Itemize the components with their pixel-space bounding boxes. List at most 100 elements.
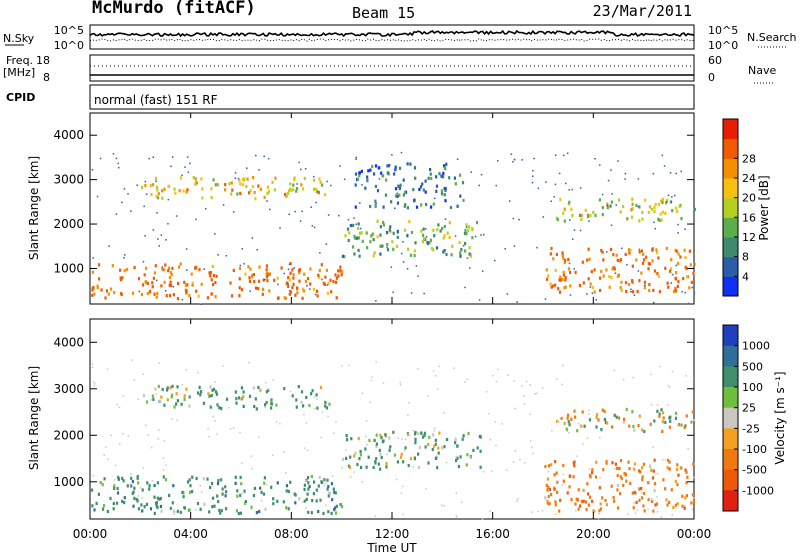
data-cell xyxy=(327,494,330,498)
data-cell xyxy=(368,438,371,443)
data-cell xyxy=(207,392,210,396)
data-cell xyxy=(676,262,680,266)
data-cell xyxy=(562,273,565,277)
data-cell xyxy=(443,164,446,168)
noise-cell xyxy=(466,378,468,381)
data-cell xyxy=(429,238,432,242)
data-cell xyxy=(441,226,444,231)
data-cell xyxy=(378,448,381,452)
frequency-panel: Freq. [MHz] 18 8 60 0 Nave xyxy=(3,54,776,84)
data-cell xyxy=(422,233,425,237)
data-cell xyxy=(177,265,181,269)
data-cell xyxy=(136,476,139,480)
data-cell xyxy=(456,204,459,208)
data-cell xyxy=(434,438,437,442)
data-cell xyxy=(633,490,636,495)
data-cell xyxy=(162,268,165,272)
x-tick-label: 20:00 xyxy=(576,527,611,541)
data-cell xyxy=(376,235,379,239)
data-cell xyxy=(266,278,269,283)
data-cell xyxy=(436,466,439,470)
noise-cell xyxy=(553,196,555,198)
data-cell xyxy=(161,267,164,271)
data-cell xyxy=(145,502,148,506)
noise-cell xyxy=(670,201,673,203)
data-cell xyxy=(629,248,632,252)
data-cell xyxy=(296,287,299,291)
data-cell xyxy=(601,408,604,412)
noise-cell xyxy=(684,228,686,230)
data-cell xyxy=(325,268,328,272)
data-cell xyxy=(276,481,279,485)
colorbar-tick-label: -25 xyxy=(742,422,760,435)
data-cell xyxy=(151,394,154,398)
data-cell xyxy=(380,436,383,440)
data-cell xyxy=(195,476,198,481)
data-cell xyxy=(620,280,623,284)
data-cell xyxy=(91,504,94,508)
data-cell xyxy=(578,284,581,288)
freq-label-line1: Freq. xyxy=(6,54,33,67)
data-cell xyxy=(643,286,646,290)
data-cell xyxy=(133,496,136,500)
data-cell xyxy=(454,441,457,445)
data-cell xyxy=(651,259,654,263)
noise-cell xyxy=(217,254,219,256)
noise-cell xyxy=(607,179,610,182)
data-cell xyxy=(136,499,139,503)
data-cell xyxy=(333,490,336,494)
data-cell xyxy=(414,441,417,445)
data-cell xyxy=(333,508,336,512)
noise-cell xyxy=(545,181,547,183)
data-cell xyxy=(158,497,161,501)
data-cell xyxy=(340,273,343,277)
data-cell xyxy=(422,188,425,192)
noise-cell xyxy=(445,461,448,464)
data-cell xyxy=(407,247,410,251)
data-cell xyxy=(97,492,100,496)
data-cell xyxy=(239,191,242,195)
data-cell xyxy=(272,497,275,501)
data-cell xyxy=(270,485,273,489)
y-tick-label: 4000 xyxy=(53,335,84,349)
sky-noise-line xyxy=(89,29,695,38)
noise-cell xyxy=(513,158,516,161)
data-cell xyxy=(449,205,452,210)
noise-cell xyxy=(170,165,172,168)
noise-cell xyxy=(514,450,517,452)
data-cell xyxy=(631,491,634,495)
data-cell xyxy=(298,497,301,501)
velocity-plot-frame xyxy=(89,318,695,520)
noise-cell xyxy=(481,517,484,520)
noise-cell xyxy=(92,257,94,259)
data-cell xyxy=(392,247,395,251)
data-cell xyxy=(637,424,640,428)
data-cell xyxy=(234,481,237,485)
data-cell xyxy=(123,496,126,500)
data-cell xyxy=(443,166,446,170)
data-cell xyxy=(99,480,102,485)
data-cell xyxy=(622,420,625,424)
data-cell xyxy=(234,390,237,394)
data-cell xyxy=(153,511,156,515)
data-cell xyxy=(244,500,247,504)
noise-cell xyxy=(536,246,538,249)
data-cell xyxy=(168,266,171,270)
noise-cell xyxy=(652,301,655,304)
data-cell xyxy=(385,178,388,182)
data-cell xyxy=(252,493,255,498)
data-cell xyxy=(409,456,412,461)
data-cell xyxy=(315,187,318,191)
noise-cell xyxy=(554,154,557,156)
noise-right-tick-top: 10^5 xyxy=(708,24,738,37)
data-cell xyxy=(305,395,308,399)
beam-title: Beam 15 xyxy=(352,4,415,22)
data-cell xyxy=(245,184,248,188)
noise-cell xyxy=(176,419,179,422)
data-cell xyxy=(656,251,659,255)
data-cell xyxy=(602,274,605,278)
data-cell xyxy=(660,199,663,203)
data-cell xyxy=(106,509,109,514)
data-cell xyxy=(341,505,344,509)
data-cell xyxy=(339,265,342,269)
